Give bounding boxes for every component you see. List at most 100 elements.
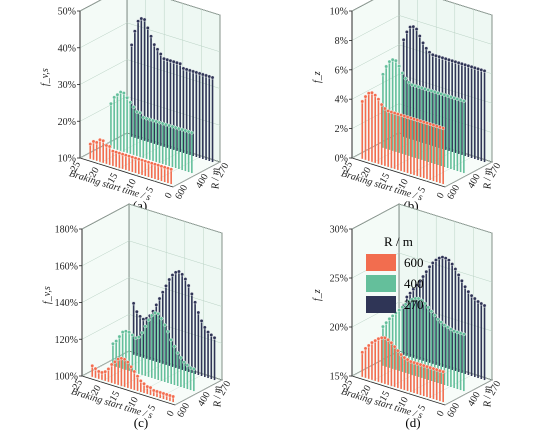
stem-point xyxy=(392,111,397,115)
stem-point xyxy=(459,61,464,66)
stem-point xyxy=(114,339,119,344)
stem-point xyxy=(129,43,134,47)
stem-point xyxy=(438,125,442,130)
series-R400 xyxy=(109,90,194,174)
floor-grid-line xyxy=(172,161,221,188)
stem-point xyxy=(183,128,188,133)
x-tick-label: 20 xyxy=(89,383,104,397)
stem-point xyxy=(207,74,212,79)
stem-point xyxy=(366,343,371,348)
stem-point xyxy=(117,334,122,339)
stem-point xyxy=(177,269,181,274)
stem-point xyxy=(421,41,425,45)
stem-point xyxy=(426,88,431,92)
stem-point xyxy=(363,94,368,99)
stem-point xyxy=(387,59,392,64)
stem-point xyxy=(456,273,461,277)
stem-point xyxy=(169,337,174,342)
stem-point xyxy=(434,258,438,262)
floor-grid-line xyxy=(444,379,493,406)
stem-point xyxy=(127,330,132,335)
stem-point xyxy=(403,76,408,81)
stem-point xyxy=(393,58,398,63)
stem-point xyxy=(421,363,426,368)
stem-point xyxy=(461,332,466,337)
stem-point xyxy=(411,24,416,29)
panel-caption: (d) xyxy=(405,415,420,430)
stem-point xyxy=(143,159,148,164)
stem-point xyxy=(406,80,411,85)
stem-point xyxy=(136,19,140,24)
stem-point xyxy=(210,75,215,80)
stem-point xyxy=(109,362,114,367)
stem-point xyxy=(443,56,448,61)
stem-point xyxy=(111,341,115,346)
stem-point xyxy=(370,90,374,95)
stem-point xyxy=(431,366,436,371)
stem-point xyxy=(423,87,427,91)
stem-point xyxy=(395,348,400,353)
stem-point xyxy=(439,92,444,96)
stem-point xyxy=(434,124,439,129)
stem-point xyxy=(189,292,194,296)
series-R270 xyxy=(401,255,487,381)
stem-point xyxy=(121,91,126,95)
stem-point xyxy=(419,298,424,303)
stem-point xyxy=(132,369,137,374)
z-tick-label: 140% xyxy=(55,298,78,309)
stem-point xyxy=(428,365,433,370)
stem-point xyxy=(384,64,389,69)
stem-point xyxy=(360,99,365,104)
stem-point xyxy=(164,392,169,397)
stem-point xyxy=(101,138,106,143)
stem-point xyxy=(160,290,165,295)
stem-point xyxy=(456,60,461,65)
z-axis-label: f_z xyxy=(312,71,323,83)
stem-point xyxy=(472,65,477,70)
stem-point xyxy=(379,102,384,107)
z-tick-label: 0% xyxy=(335,154,348,165)
stem-point xyxy=(100,370,104,375)
stem-point xyxy=(159,316,164,321)
stem-point xyxy=(154,119,159,124)
stem-point xyxy=(171,59,176,64)
stem-point xyxy=(412,117,416,122)
stem-point xyxy=(414,283,419,288)
stem-point xyxy=(373,338,378,343)
stem-point xyxy=(436,317,440,322)
stem-point xyxy=(436,91,440,95)
stem-point xyxy=(156,311,161,316)
stem-point xyxy=(482,303,487,308)
stem-point xyxy=(443,256,448,261)
stem-point xyxy=(134,109,139,114)
y-axis-label: R / m xyxy=(483,386,494,408)
stem-point xyxy=(165,57,170,62)
stem-point xyxy=(463,62,468,67)
legend-label: 600 xyxy=(404,255,424,270)
stem-point xyxy=(437,54,442,59)
stem-point xyxy=(168,393,172,398)
stem-point xyxy=(112,95,117,100)
stem-point xyxy=(142,381,146,386)
stem-point xyxy=(373,93,378,98)
stem-point xyxy=(424,46,429,51)
stem-point xyxy=(145,26,150,30)
stem-point xyxy=(408,116,413,120)
stem-point xyxy=(461,99,466,103)
z-tick-label: 6% xyxy=(335,65,348,76)
stem-point xyxy=(390,57,395,62)
x-tick-label: 15 xyxy=(108,389,123,403)
stem-point xyxy=(169,167,174,172)
series-R600 xyxy=(360,90,446,185)
x-tick-label: 0 xyxy=(435,191,447,201)
stem-point xyxy=(376,97,381,102)
z-axis-label: f_v,s xyxy=(42,286,53,304)
stem-point xyxy=(438,368,442,373)
stem-point xyxy=(168,58,173,63)
x-tick-label: 15 xyxy=(378,389,393,403)
stem-point xyxy=(117,151,122,156)
stem-point xyxy=(98,137,102,142)
stem-point xyxy=(122,357,127,362)
stem-point xyxy=(131,301,136,306)
